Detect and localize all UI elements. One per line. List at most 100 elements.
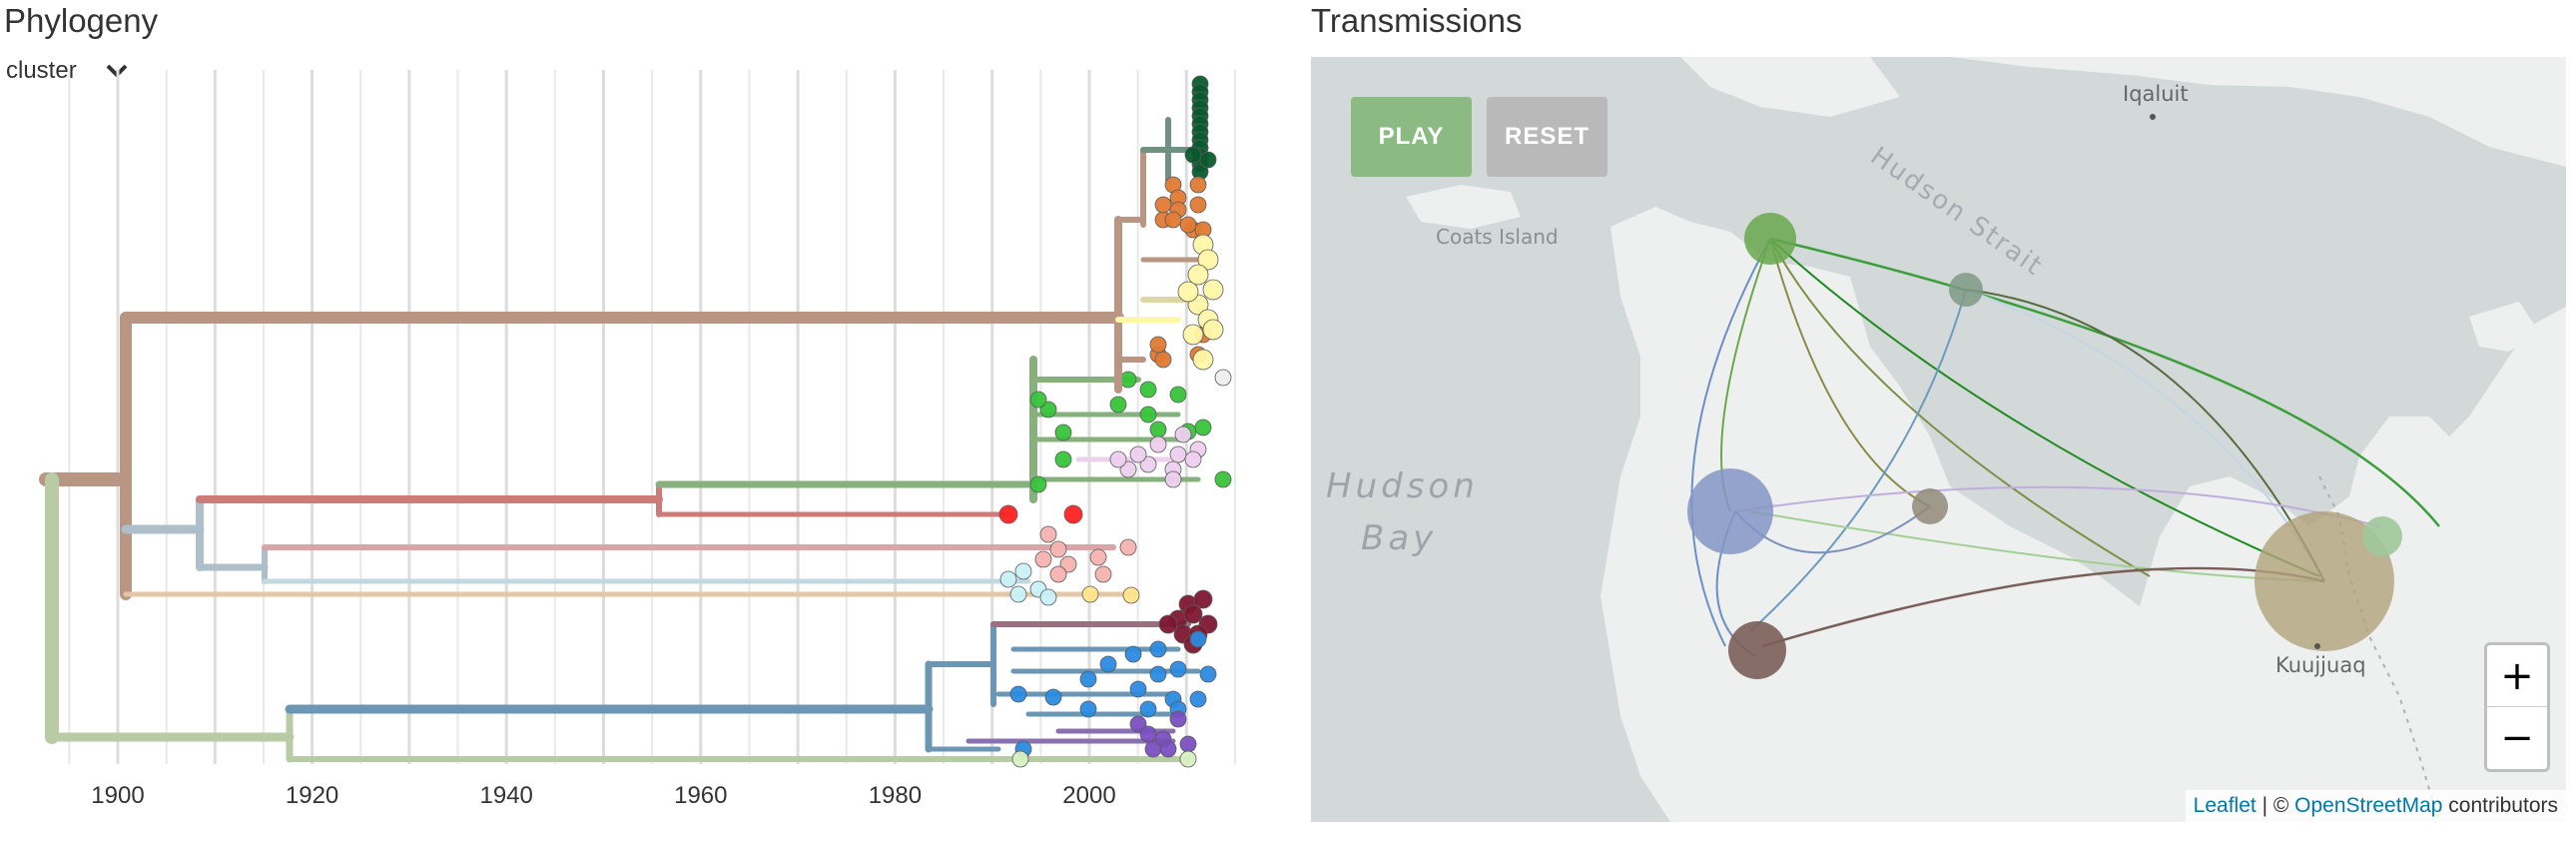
- color-by-dropdown[interactable]: cluster: [6, 57, 129, 85]
- phylogeny-tree: 1900 1920 1940 1960 1980 2000: [39, 70, 1236, 809]
- tip-node: [1189, 196, 1207, 214]
- tip-node: [1059, 555, 1077, 573]
- tip-node: [1049, 565, 1067, 583]
- tip-node: [1129, 715, 1147, 733]
- tip-node: [1169, 710, 1187, 728]
- map-label-bay: Bay: [1361, 518, 1438, 558]
- tip-node: [1174, 425, 1192, 443]
- tip-node: [1214, 470, 1232, 488]
- tip-node: [1109, 396, 1127, 414]
- tip-node: [1139, 700, 1157, 718]
- tip-node: [1119, 371, 1137, 389]
- tip-node: [1164, 470, 1182, 488]
- map-label-kuujjuaq: Kuujjuaq: [2275, 653, 2366, 677]
- axis-tick-label: 1980: [869, 782, 922, 809]
- tip-node: [1184, 450, 1202, 468]
- tip-node: [1039, 588, 1057, 606]
- transmissions-title: Transmissions: [1311, 2, 1523, 39]
- tip-node: [1158, 614, 1178, 634]
- attribution-suffix: contributors: [2442, 794, 2558, 817]
- tip-node: [1124, 645, 1142, 663]
- tip-node: [1192, 349, 1214, 371]
- axis-tick-label: 1900: [91, 782, 144, 809]
- zoom-out-button[interactable]: −: [2487, 707, 2547, 769]
- tip-node: [1029, 391, 1047, 409]
- tip-node: [1149, 665, 1167, 683]
- tip-node: [1079, 700, 1097, 718]
- tip-node: [1177, 281, 1199, 303]
- tip-node: [1029, 475, 1047, 493]
- zoom-control: + −: [2484, 642, 2550, 772]
- tip-node: [1139, 725, 1157, 743]
- tip-node: [1049, 540, 1067, 558]
- tip-node: [1149, 420, 1167, 438]
- tip-node: [1039, 525, 1057, 543]
- tip-node: [1154, 196, 1172, 214]
- axis-tick-label: 1960: [674, 782, 727, 809]
- tip-node: [1199, 665, 1217, 683]
- tip-node: [1119, 538, 1137, 556]
- tip-node: [1129, 445, 1147, 463]
- tip-node: [1159, 740, 1177, 758]
- tip-node: [1184, 146, 1202, 164]
- color-by-value: cluster: [6, 57, 77, 84]
- tip-node: [1189, 690, 1207, 708]
- axis-tick-label: 1940: [480, 782, 533, 809]
- phylogeny-title: Phylogeny: [4, 2, 159, 39]
- tip-node: [1011, 750, 1029, 768]
- tip-node: [1214, 369, 1232, 387]
- tip-node: [1063, 504, 1083, 524]
- tip-node: [1122, 586, 1140, 604]
- land-baffin-south: [1680, 57, 1900, 117]
- tip-node: [1054, 450, 1072, 468]
- tip-node: [1139, 455, 1157, 473]
- tip-node: [1009, 685, 1027, 703]
- tip-node: [998, 504, 1018, 524]
- tip-node: [1164, 211, 1182, 229]
- tip-node: [1197, 249, 1219, 271]
- tip-node: [1199, 151, 1217, 169]
- tip-node: [999, 570, 1017, 588]
- transmission-map[interactable]: Iqaluit Hudson Strait Coats Island Hudso…: [1311, 57, 2566, 822]
- tip-node: [1193, 589, 1213, 609]
- transmission-arcs: [1690, 237, 2440, 657]
- land-baffin: [1950, 57, 2566, 167]
- map-label-coats-island: Coats Island: [1436, 225, 1559, 249]
- tip-node: [1182, 324, 1204, 346]
- map-attribution: Leaflet | © OpenStreetMap contributors: [2185, 790, 2566, 822]
- tip-node: [1189, 176, 1207, 194]
- tip-node: [1202, 279, 1224, 301]
- tip-node: [1169, 386, 1187, 404]
- leaflet-link[interactable]: Leaflet: [2193, 794, 2256, 817]
- tip-node: [1009, 585, 1027, 603]
- tip-node: [1081, 585, 1099, 603]
- tip-node: [1179, 735, 1197, 753]
- land-islands: [2469, 302, 2539, 352]
- osm-link[interactable]: OpenStreetMap: [2294, 794, 2443, 817]
- tip-node: [1189, 630, 1207, 648]
- axis-tick-label: 1920: [286, 782, 338, 809]
- map-label-iqaluit: Iqaluit: [2123, 82, 2189, 106]
- tip-node: [1054, 423, 1072, 441]
- tip-node: [1194, 419, 1212, 436]
- tip-node: [1179, 750, 1197, 768]
- tip-node: [1139, 381, 1157, 399]
- tip-node: [1149, 336, 1167, 354]
- play-button[interactable]: PLAY: [1351, 97, 1472, 177]
- tip-node: [1099, 655, 1117, 673]
- tip-node: [1179, 216, 1197, 234]
- zoom-in-button[interactable]: +: [2487, 645, 2547, 707]
- tip-node: [1154, 351, 1172, 369]
- tip-node: [1139, 406, 1157, 423]
- land-coats-island: [1406, 185, 1521, 229]
- reset-button[interactable]: RESET: [1487, 97, 1608, 177]
- tip-node: [1079, 670, 1097, 688]
- tip-node: [1187, 264, 1209, 286]
- tip-node: [1149, 640, 1167, 658]
- tip-node: [1044, 688, 1062, 706]
- tip-node: [1183, 604, 1203, 624]
- tip-node: [1169, 445, 1187, 463]
- tip-node: [1149, 435, 1167, 453]
- tip-node: [1039, 401, 1057, 419]
- tip-node: [1094, 565, 1112, 583]
